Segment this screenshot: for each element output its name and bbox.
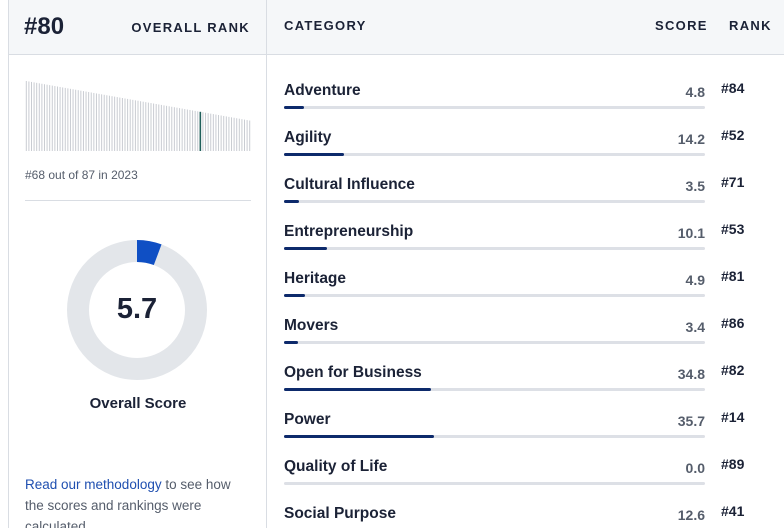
category-name: Movers (284, 317, 339, 334)
category-rank: #41 (721, 503, 745, 519)
overall-score-label: Overall Score (89, 395, 187, 412)
category-score-fill (284, 294, 305, 297)
category-score-track (284, 388, 705, 391)
category-row: Social Purpose 12.6 #41 (267, 478, 784, 525)
category-rank: #82 (721, 362, 745, 378)
divider (25, 200, 251, 201)
category-name: Social Purpose (284, 505, 396, 522)
category-name: Open for Business (284, 364, 422, 381)
category-score-fill (284, 388, 431, 391)
category-row: Open for Business 34.8 #82 (267, 337, 784, 391)
header-score: SCORE (655, 18, 708, 33)
methodology-text: to see how the scores and rankings were … (25, 477, 231, 528)
category-name: Power (284, 411, 331, 428)
category-score: 34.8 (677, 366, 705, 382)
category-name: Heritage (284, 270, 347, 287)
category-row: Movers 3.4 #86 (267, 290, 784, 344)
category-rank: #86 (721, 315, 745, 331)
rank-history-caption: #68 out of 87 in 2023 (25, 168, 138, 182)
category-score: 3.5 (685, 178, 705, 194)
category-row: Heritage 4.9 #81 (267, 243, 784, 297)
category-score-fill (284, 106, 305, 109)
category-score-track (284, 247, 705, 250)
category-row: Cultural Influence 3.5 #71 (267, 149, 784, 203)
header-category: CATEGORY (284, 18, 367, 33)
category-rank: #14 (721, 409, 745, 425)
category-score-track (284, 294, 705, 297)
category-score-fill (284, 153, 344, 156)
category-rank: #89 (721, 456, 745, 472)
overall-score-value: 5.7 (116, 293, 158, 325)
category-score: 4.8 (685, 84, 705, 100)
category-score-fill (284, 341, 299, 344)
category-score-track (284, 435, 705, 438)
category-rank: #71 (721, 174, 745, 190)
overall-score-donut (67, 240, 207, 380)
donut-arc (136, 240, 162, 266)
category-name: Agility (284, 129, 332, 146)
category-score-track (284, 482, 705, 485)
category-score: 14.2 (677, 131, 705, 147)
category-score-fill (284, 247, 327, 250)
category-score-track (284, 341, 705, 344)
category-score-fill (284, 435, 435, 438)
category-score: 0.0 (685, 460, 705, 476)
header-rank: RANK (729, 18, 772, 33)
category-score-track (284, 106, 705, 109)
methodology-note: Read our methodology to see how the scor… (25, 474, 251, 528)
overall-rank-label: OVERALL RANK (131, 19, 250, 35)
category-score-track (284, 200, 705, 203)
category-score: 4.9 (685, 272, 705, 288)
category-row: Agility 14.2 #52 (267, 102, 784, 156)
overall-panel: #80 OVERALL RANK #68 out of 87 in 2023 5… (8, 0, 267, 528)
overall-rank: #80 (24, 13, 65, 40)
category-panel: CATEGORY SCORE RANK Adventure 4.8 #84 Agili… (267, 0, 784, 528)
category-score-fill (284, 200, 299, 203)
category-row: Adventure 4.8 #84 (267, 55, 784, 109)
category-name: Cultural Influence (284, 176, 415, 193)
category-name: Quality of Life (284, 458, 388, 475)
methodology-link[interactable]: Read our methodology (25, 477, 162, 492)
category-score: 12.6 (677, 507, 705, 523)
category-row: Entrepreneurship 10.1 #53 (267, 196, 784, 250)
rank-history-chart (25, 79, 251, 151)
category-list: Adventure 4.8 #84 Agility 14.2 #52 Cultural In… (267, 55, 784, 525)
category-name: Adventure (284, 82, 361, 99)
category-rank: #53 (721, 221, 745, 237)
category-score: 3.4 (685, 319, 705, 335)
category-header: CATEGORY SCORE RANK (267, 0, 784, 55)
category-score-track (284, 153, 705, 156)
category-row: Quality of Life 0.0 #89 (267, 431, 784, 485)
category-score: 10.1 (677, 225, 705, 241)
category-rank: #84 (721, 80, 745, 96)
rank-history-svg (25, 81, 251, 151)
category-score: 35.7 (677, 413, 705, 429)
category-rank: #81 (721, 268, 745, 284)
category-row: Power 35.7 #14 (267, 384, 784, 438)
overall-header: #80 OVERALL RANK (9, 0, 266, 55)
category-name: Entrepreneurship (284, 223, 414, 240)
category-rank: #52 (721, 127, 745, 143)
